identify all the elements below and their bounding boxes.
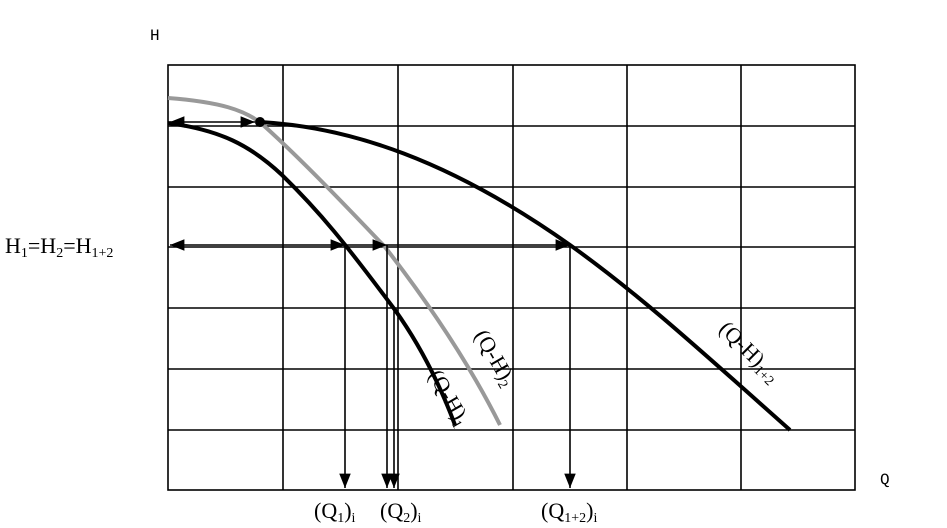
label-text: ) [410, 498, 417, 523]
curve-label: (Q-H)1+2 [712, 316, 785, 389]
subscript: 1 [337, 511, 344, 526]
subscript: 1 [21, 246, 28, 261]
subscript: i [418, 511, 422, 526]
flow-label: (Q2)i [380, 498, 422, 526]
head-label: H1=H2=H1+2 [5, 233, 113, 261]
label-text: ) [586, 498, 593, 523]
subscript: 2 [56, 246, 63, 261]
label-text: ) [344, 498, 351, 523]
label-text: (Q-H) [470, 325, 519, 384]
label-text: (Q [380, 498, 403, 523]
label-text: (Q [541, 498, 564, 523]
label-text: (Q-H) [424, 365, 473, 424]
arrows [170, 116, 576, 488]
label-text: (Q [314, 498, 337, 523]
y-axis-label: H [150, 27, 160, 45]
subscript: i [352, 511, 356, 526]
curve-2 [167, 96, 502, 426]
label-text: H [5, 233, 21, 258]
curve-1-2 [259, 120, 792, 432]
grid [167, 64, 856, 491]
subscript: 1+2 [91, 246, 113, 261]
subscript: 1+2 [564, 511, 586, 526]
flow-label: (Q1+2)i [541, 498, 597, 526]
curve-label: (Q-H)1 [421, 365, 476, 432]
curve-1 [167, 121, 457, 426]
start-point [255, 117, 265, 127]
label-text: =H [63, 233, 91, 258]
label-text: =H [28, 233, 56, 258]
x-axis-label: Q [880, 471, 890, 489]
subscript: 2 [403, 511, 410, 526]
subscript: i [593, 511, 597, 526]
flow-label: (Q1)i [314, 498, 356, 526]
